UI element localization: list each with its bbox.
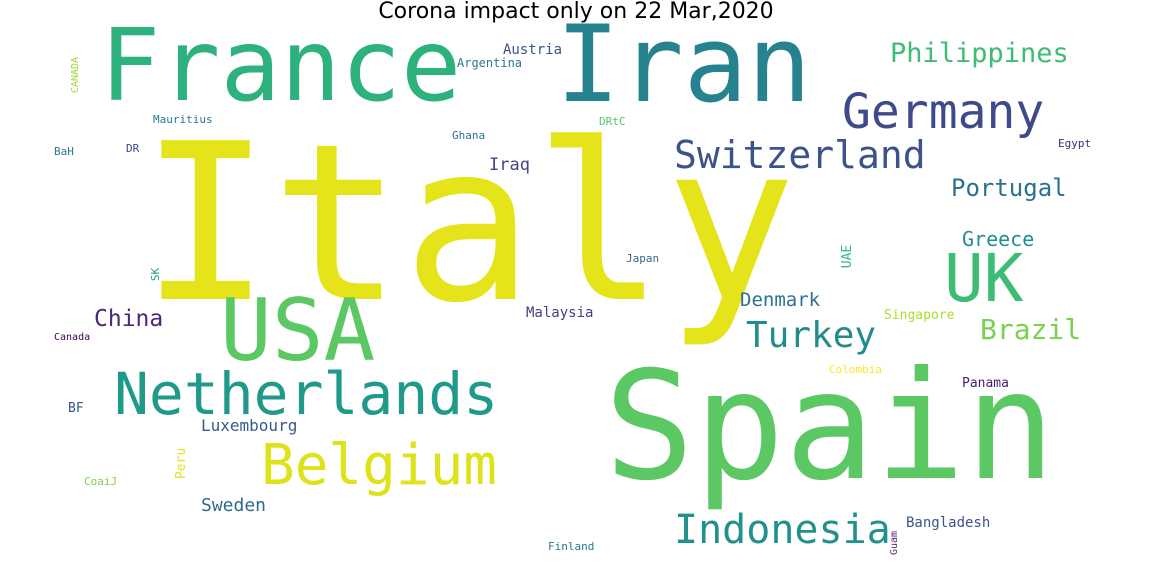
word-colombia: Colombia [829,363,882,376]
word-switzerland: Switzerland [674,133,926,177]
word-austria: Austria [503,42,563,58]
word-france: France [100,7,462,124]
word-drtc: DRtC [599,115,626,128]
word-turkey: Turkey [746,315,877,356]
word-denmark: Denmark [740,289,821,311]
word-iran: Iran [556,3,812,126]
word-germany: Germany [842,84,1045,140]
word-singapore: Singapore [884,308,955,323]
word-panama: Panama [962,376,1009,391]
word-peru: Peru [174,447,190,480]
word-bah: BaH [54,145,74,158]
word-sweden: Sweden [201,495,267,516]
word-argentina: Argentina [457,56,523,70]
word-uk: UK [944,240,1024,317]
word-canada: Canada [54,332,91,343]
word-ghana: Ghana [452,129,486,142]
word-portugal: Portugal [951,174,1067,202]
word-malaysia: Malaysia [526,305,594,321]
word-sk: SK [149,267,163,282]
word-italy: Italy [140,98,797,351]
word-luxembourg: Luxembourg [201,416,298,435]
word-canada: CANADA [70,56,82,94]
word-brazil: Brazil [980,313,1082,346]
word-indonesia: Indonesia [674,507,891,553]
word-egypt: Egypt [1058,137,1092,150]
word-japan: Japan [626,252,660,265]
word-bangladesh: Bangladesh [906,515,991,531]
word-greece: Greece [962,227,1035,251]
word-uae: UAE [840,244,856,269]
word-belgium: Belgium [261,433,498,498]
word-coaij: CoaiJ [84,475,118,488]
word-china: China [94,306,164,332]
word-philippines: Philippines [890,38,1069,69]
chart-title: Corona impact only on 22 Mar,2020 [378,0,774,24]
word-guam: Guam [889,530,901,556]
word-mauritius: Mauritius [153,113,213,126]
word-netherlands: Netherlands [114,360,499,428]
word-usa: USA [220,281,376,381]
word-finland: Finland [548,540,595,553]
word-dr: DR [126,142,140,155]
word-spain: Spain [604,340,1056,514]
word-bf: BF [68,401,84,416]
word-iraq: Iraq [489,155,530,175]
